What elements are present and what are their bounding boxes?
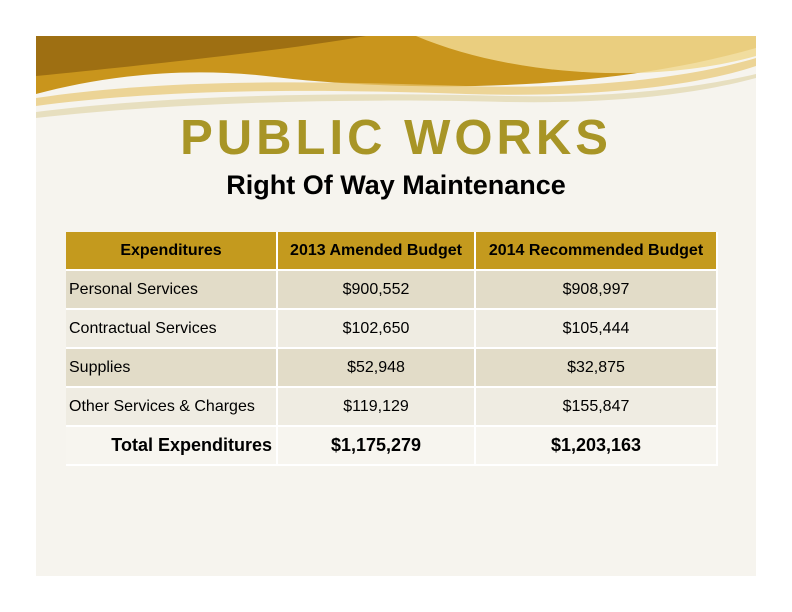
slide: PUBLIC WORKS Right Of Way Maintenance Ex… — [36, 36, 756, 576]
header-expenditures: Expenditures — [66, 232, 278, 271]
row-2014-value: $908,997 — [475, 270, 718, 310]
budget-table: Expenditures 2013 Amended Budget 2014 Re… — [66, 232, 718, 466]
row-2013-value: $900,552 — [277, 270, 476, 310]
table-row: Personal Services $900,552 $908,997 — [66, 270, 718, 310]
row-2014-value: $155,847 — [475, 387, 718, 427]
page-subtitle: Right Of Way Maintenance — [226, 170, 566, 200]
row-label: Personal Services — [66, 270, 278, 310]
row-2013-value: $119,129 — [277, 387, 476, 427]
row-2013-value: $102,650 — [277, 309, 476, 349]
table-row: Contractual Services $102,650 $105,444 — [66, 309, 718, 349]
table-total-row: Total Expenditures $1,175,279 $1,203,163 — [66, 426, 718, 466]
gold-swoosh-banner — [36, 36, 756, 118]
table-row: Other Services & Charges $119,129 $155,8… — [66, 387, 718, 427]
row-2014-value: $32,875 — [475, 348, 718, 388]
page-title: PUBLIC WORKS — [180, 111, 612, 165]
row-label: Other Services & Charges — [66, 387, 278, 427]
header-2014-budget: 2014 Recommended Budget — [475, 232, 718, 271]
total-label: Total Expenditures — [66, 426, 278, 466]
table-row: Supplies $52,948 $32,875 — [66, 348, 718, 388]
row-2014-value: $105,444 — [475, 309, 718, 349]
total-2013-value: $1,175,279 — [277, 426, 476, 466]
row-2013-value: $52,948 — [277, 348, 476, 388]
row-label: Contractual Services — [66, 309, 278, 349]
row-label: Supplies — [66, 348, 278, 388]
table-header-row: Expenditures 2013 Amended Budget 2014 Re… — [66, 232, 718, 271]
total-2014-value: $1,203,163 — [475, 426, 718, 466]
header-2013-budget: 2013 Amended Budget — [277, 232, 476, 271]
